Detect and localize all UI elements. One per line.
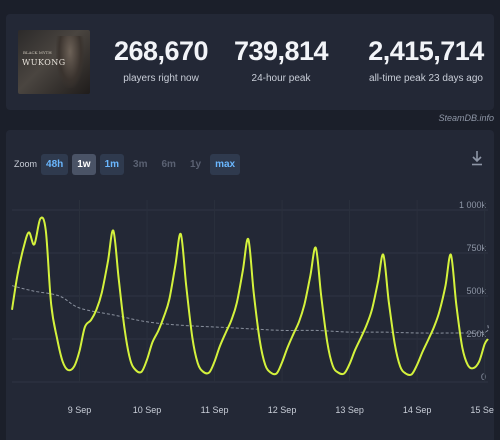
zoom-3m-button[interactable]: 3m [133, 158, 148, 170]
steamdb-credit[interactable]: SteamDB.info [438, 113, 494, 123]
x-tick-label: 10 Sep [133, 405, 162, 415]
chart-card: Zoom 48h 1w 1m 3m 6m 1y max 0 250k 500k 750… [6, 130, 494, 440]
x-tick-label: 14 Sep [403, 405, 432, 415]
y-tick-label: 750k [466, 243, 486, 253]
x-tick-label: 9 Sep [68, 405, 92, 415]
series-line-players [11, 216, 489, 376]
zoom-1m-button[interactable]: 1m [99, 153, 125, 175]
y-tick-label: 1 000k [459, 200, 487, 210]
stat-current-players: 268,670 players right now [106, 36, 216, 84]
stat-24h-value: 739,814 [233, 36, 329, 66]
stat-current-label: players right now [123, 73, 199, 84]
zoom-1y-button[interactable]: 1y [189, 158, 202, 170]
series-line-average [11, 285, 489, 334]
stat-current-value: 268,670 [113, 36, 209, 66]
game-figure-art [56, 36, 84, 88]
zoom-48h-button[interactable]: 48h [41, 153, 69, 175]
zoom-controls: Zoom 48h 1w 1m 3m 6m 1y max [14, 152, 244, 176]
stat-24h-peak: 739,814 24-hour peak [226, 36, 336, 84]
player-count-chart: 0 250k 500k 750k 1 000k 9 Sep 10 Sep 11 Sep 12 S… [11, 200, 494, 415]
stat-24h-label: 24-hour peak [251, 73, 311, 84]
x-tick-label: 11 Sep [201, 405, 229, 415]
y-tick-label: 250k [466, 329, 486, 339]
download-icon[interactable] [470, 150, 484, 166]
zoom-1w-button[interactable]: 1w [72, 153, 96, 175]
zoom-6m-button[interactable]: 6m [161, 158, 176, 170]
stats-card: BLACK MYTH WUKONG 268,670 players right … [6, 14, 494, 110]
stat-alltime-value: 2,415,714 [368, 36, 484, 66]
stat-alltime-label: all-time peak 23 days ago [369, 73, 483, 84]
game-logo-subtitle: BLACK MYTH [23, 50, 52, 55]
zoom-label: Zoom [14, 159, 38, 169]
y-tick-label: 500k [466, 286, 486, 296]
game-logo-text: WUKONG [22, 58, 66, 67]
zoom-max-button[interactable]: max [210, 153, 241, 175]
game-thumbnail[interactable]: BLACK MYTH WUKONG [18, 30, 90, 94]
y-tick-label: 0 [481, 372, 486, 382]
x-tick-label: 15 Sep [470, 405, 494, 415]
x-tick-label: 12 Sep [268, 405, 297, 415]
x-tick-label: 13 Sep [335, 405, 364, 415]
stat-alltime-peak: 2,415,714 all-time peak 23 days ago [366, 36, 486, 84]
